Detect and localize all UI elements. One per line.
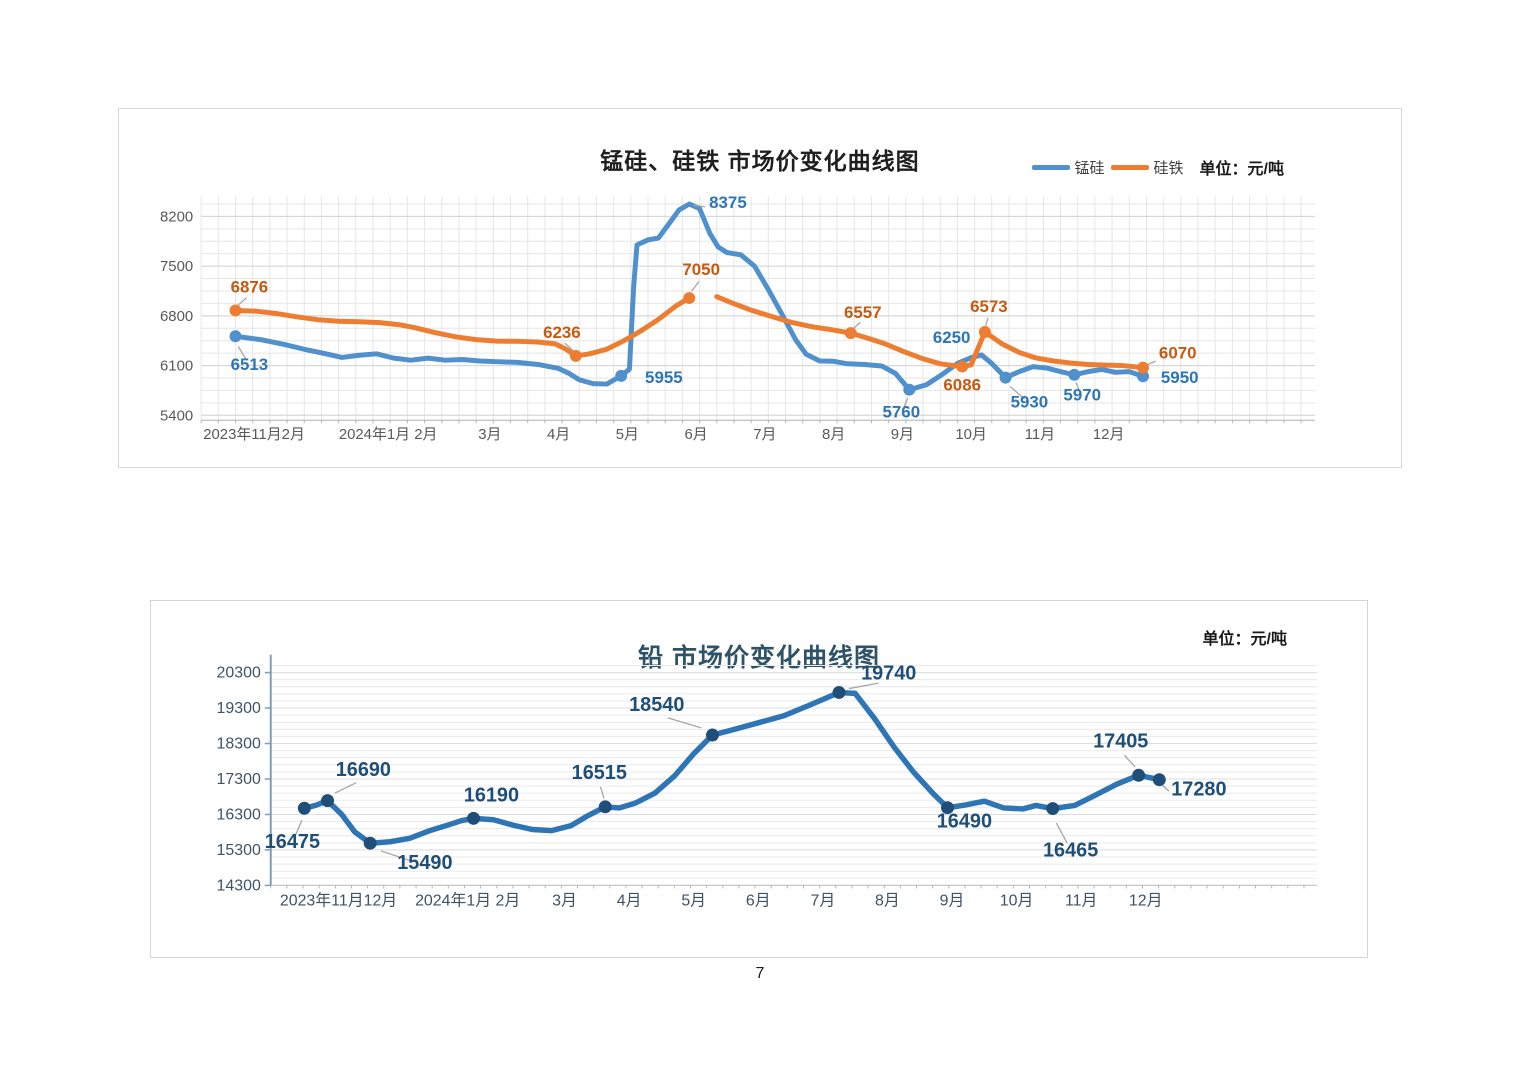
legend-label-mengui: 锰硅: [1074, 159, 1105, 177]
svg-text:4月: 4月: [617, 892, 642, 909]
svg-text:11月: 11月: [1065, 892, 1097, 909]
svg-text:2024年1月 2月: 2024年1月 2月: [415, 891, 520, 909]
svg-text:8375: 8375: [709, 193, 747, 212]
legend-item-mengui: 锰硅: [1031, 157, 1105, 178]
svg-text:9月: 9月: [891, 427, 914, 443]
svg-text:16465: 16465: [1043, 839, 1098, 861]
svg-text:5930: 5930: [1011, 392, 1049, 411]
svg-text:17405: 17405: [1093, 730, 1148, 752]
top-chart-legend: 锰硅 硅铁 单位：元/吨: [1031, 155, 1284, 179]
bottom-chart-card: 铅 市场价变化曲线图 单位：元/吨 14300 15300 16300 17300 18…: [150, 600, 1368, 958]
top-chart-unit-label: 单位：元/吨: [1199, 161, 1284, 178]
page-number: 7: [755, 965, 765, 982]
svg-text:4月: 4月: [547, 427, 570, 443]
svg-text:6800: 6800: [160, 309, 193, 325]
svg-text:6100: 6100: [160, 359, 193, 375]
svg-text:19740: 19740: [861, 663, 916, 685]
svg-text:6557: 6557: [844, 303, 882, 322]
svg-text:14300: 14300: [217, 877, 261, 894]
svg-text:6250: 6250: [933, 328, 971, 347]
bottom-chart-unit-label: 单位：元/吨: [1202, 631, 1287, 648]
svg-text:6月: 6月: [746, 892, 771, 909]
legend-label-guitie: 硅铁: [1153, 159, 1184, 177]
svg-text:8月: 8月: [875, 892, 900, 909]
svg-text:9月: 9月: [940, 892, 965, 909]
svg-text:16490: 16490: [937, 811, 992, 833]
svg-text:15490: 15490: [397, 852, 452, 874]
svg-text:5950: 5950: [1161, 368, 1199, 387]
svg-text:6513: 6513: [231, 355, 269, 374]
svg-text:5970: 5970: [1063, 386, 1101, 405]
svg-text:7500: 7500: [160, 259, 193, 275]
bottom-chart-plot: 14300 15300 16300 17300 18300 19300 20300 2023年…: [217, 654, 1317, 909]
svg-text:5月: 5月: [616, 427, 639, 443]
svg-text:5955: 5955: [645, 368, 683, 387]
svg-text:5月: 5月: [681, 892, 706, 909]
svg-text:8月: 8月: [822, 427, 845, 443]
top-chart-title: 锰硅、硅铁 市场价变化曲线图: [600, 148, 920, 175]
svg-text:12月: 12月: [1093, 427, 1125, 443]
svg-text:5760: 5760: [883, 403, 921, 422]
svg-text:2023年11月2月: 2023年11月2月: [203, 426, 305, 443]
svg-text:19300: 19300: [217, 700, 261, 717]
svg-text:5400: 5400: [160, 408, 193, 424]
svg-text:3月: 3月: [552, 892, 577, 909]
svg-text:7月: 7月: [810, 892, 835, 909]
svg-text:6573: 6573: [970, 297, 1008, 316]
svg-text:10月: 10月: [955, 427, 986, 443]
svg-text:17280: 17280: [1171, 779, 1226, 801]
svg-text:6070: 6070: [1159, 344, 1197, 363]
svg-text:3月: 3月: [478, 427, 501, 443]
svg-text:16190: 16190: [464, 784, 519, 806]
svg-text:15300: 15300: [217, 842, 261, 859]
svg-text:17300: 17300: [217, 771, 261, 788]
svg-text:16300: 16300: [217, 806, 261, 823]
svg-text:7月: 7月: [753, 427, 776, 443]
svg-text:20300: 20300: [217, 665, 261, 682]
svg-text:7050: 7050: [682, 260, 720, 279]
svg-text:6876: 6876: [231, 278, 269, 297]
guitie-line-swatch: [1110, 164, 1149, 170]
svg-text:18300: 18300: [217, 735, 261, 752]
svg-text:6236: 6236: [543, 323, 581, 342]
svg-text:16475: 16475: [265, 831, 320, 853]
svg-text:2023年11月12月: 2023年11月12月: [280, 891, 397, 909]
svg-text:6086: 6086: [943, 375, 981, 394]
svg-text:18540: 18540: [629, 694, 684, 716]
svg-text:6月: 6月: [685, 427, 708, 443]
svg-text:12月: 12月: [1129, 892, 1163, 909]
top-chart-card: 锰硅、硅铁 市场价变化曲线图 锰硅 硅铁 单位：元/吨 5400 6100 6800…: [118, 108, 1402, 468]
svg-text:8200: 8200: [160, 209, 193, 225]
mengui-line-swatch: [1031, 164, 1070, 170]
bottom-chart-title: 铅 市场价变化曲线图: [638, 643, 880, 672]
svg-text:16515: 16515: [572, 762, 627, 784]
legend-item-guitie: 硅铁: [1110, 157, 1184, 178]
svg-text:2024年1月 2月: 2024年1月 2月: [339, 426, 438, 443]
svg-text:16690: 16690: [336, 759, 391, 781]
svg-text:11月: 11月: [1025, 427, 1055, 443]
top-chart-plot: 5400 6100 6800 7500 8200 2023年11月2月 2024年1月 2月…: [160, 193, 1315, 443]
svg-text:10月: 10月: [1000, 892, 1034, 909]
